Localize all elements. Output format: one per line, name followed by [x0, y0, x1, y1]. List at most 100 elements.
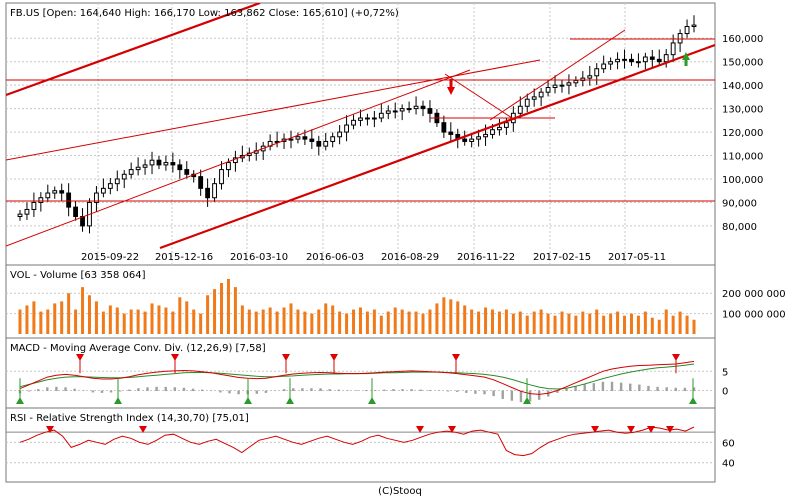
macd-histogram-bar [292, 388, 295, 392]
macd-histogram-bar [146, 387, 149, 392]
volume-bar [567, 313, 571, 334]
macd-histogram-bar [182, 387, 186, 392]
price-y-tick-label: 150,000 [722, 58, 763, 69]
macd-histogram-bar [137, 388, 140, 392]
macd-histogram-bar [128, 389, 131, 392]
x-tick-label: 2016-11-22 [457, 252, 515, 263]
candle-body [205, 187, 211, 199]
macd-histogram-bar [319, 388, 322, 392]
candle-body [316, 140, 322, 147]
credit-label: (C)Stooq [378, 486, 422, 497]
volume-bar [233, 287, 237, 334]
volume-bar [192, 309, 196, 334]
volume-bar [428, 309, 432, 334]
volume-bar [539, 309, 543, 334]
macd-histogram-bar [574, 386, 577, 392]
macd-sell-marker [171, 354, 179, 361]
trendline-v-right [489, 29, 626, 121]
macd-histogram-bar [200, 389, 204, 392]
macd-histogram-bar [219, 390, 222, 393]
candle-body [31, 201, 37, 210]
candle-body [170, 162, 176, 166]
trendlines-group [6, 3, 715, 250]
macd-histogram-bar [465, 390, 468, 393]
macd-histogram-bar [565, 388, 568, 392]
volume-bar [247, 309, 251, 334]
candle-body [448, 131, 454, 135]
candle-body [156, 159, 162, 166]
volume-bar [671, 315, 675, 334]
buy-arrow-icon [682, 52, 690, 66]
rsi-sell-marker [139, 426, 147, 433]
macd-histogram-bar [455, 390, 459, 392]
macd-histogram-bar [46, 387, 49, 392]
macd-histogram-bar [692, 387, 696, 392]
volume-bar [442, 297, 446, 334]
macd-histogram-bar [437, 390, 441, 392]
volume-bar [609, 313, 613, 334]
candle-body [469, 138, 475, 142]
candle-body [642, 56, 648, 63]
volume-bar [32, 301, 36, 334]
candle-body [135, 166, 141, 171]
volume-bar [379, 315, 383, 334]
macd-histogram-bar [665, 387, 668, 392]
candle-body [441, 122, 447, 133]
volume-bar [511, 313, 515, 334]
candle-body [107, 183, 113, 189]
macd-panel-title: MACD - Moving Average Conv. Div. (12,26,… [10, 343, 266, 354]
candle-body [531, 96, 537, 100]
macd-buy-marker [114, 397, 122, 404]
volume-bar [372, 309, 376, 334]
candle-body [371, 117, 377, 120]
candle-body [59, 190, 65, 194]
volume-bar [386, 311, 390, 334]
volume-bar [456, 301, 460, 334]
rsi-sell-marker [416, 426, 424, 433]
volume-bar [268, 307, 272, 334]
candle-body [24, 208, 30, 215]
macd-histogram-bar [228, 390, 231, 394]
macd-histogram-bar [446, 390, 450, 392]
macd-histogram-bar [82, 390, 85, 392]
rsi-sell-marker [627, 426, 635, 433]
macd-sell-marker [76, 354, 84, 361]
volume-bar [275, 311, 279, 334]
macd-histogram-bar [528, 390, 532, 402]
candle-body [212, 183, 217, 199]
candle-body [427, 108, 433, 114]
volume-bar [525, 315, 529, 334]
candle-body [656, 58, 662, 63]
macd-histogram-bar [537, 390, 541, 400]
macd-histogram-bar [410, 389, 413, 392]
macd-histogram-bar [383, 389, 386, 392]
price-y-tick-label: 160,000 [722, 34, 763, 45]
candle-body [73, 206, 78, 218]
macd-buy-marker [16, 397, 24, 404]
volume-bar [664, 309, 668, 334]
candle-body [608, 61, 614, 65]
macd-histogram-bar [556, 390, 559, 393]
candle-body [615, 58, 620, 63]
rsi-line [19, 426, 695, 457]
volume-bar [53, 303, 57, 334]
volume-bar [94, 301, 98, 334]
macd-histogram-bar [519, 390, 523, 403]
macd-y-tick-label: 5 [722, 367, 728, 378]
rsi-y-tick-label: 40 [722, 459, 735, 470]
candle-body [184, 169, 190, 175]
candle-body [629, 58, 634, 63]
volume-bar [588, 313, 592, 334]
macd-buy-marker [523, 397, 531, 404]
candle-body [365, 117, 370, 120]
macd-histogram-bar [109, 390, 113, 393]
macd-histogram-bar [364, 390, 368, 392]
candle-body [198, 176, 204, 189]
price-y-tick-label: 140,000 [722, 81, 763, 92]
volume-bar [220, 283, 224, 334]
macd-histogram-bar [492, 390, 495, 397]
macd-sell-marker [282, 354, 290, 361]
candle-body [309, 138, 315, 142]
volume-bar [650, 317, 654, 334]
candle-body [677, 33, 683, 44]
